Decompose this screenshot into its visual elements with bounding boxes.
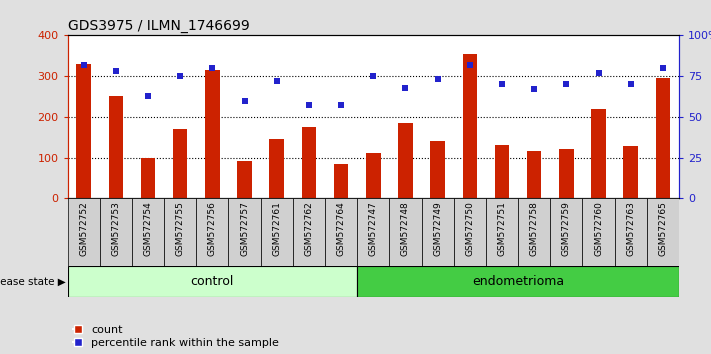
Text: GSM572758: GSM572758 — [530, 202, 539, 257]
Text: GDS3975 / ILMN_1746699: GDS3975 / ILMN_1746699 — [68, 19, 250, 33]
FancyBboxPatch shape — [454, 198, 486, 266]
Point — [271, 78, 282, 84]
Bar — [430, 141, 445, 198]
Bar — [398, 123, 412, 198]
Point — [432, 76, 444, 82]
Point — [142, 93, 154, 98]
FancyBboxPatch shape — [132, 198, 164, 266]
Bar — [495, 145, 509, 198]
Point — [110, 68, 122, 74]
Text: GSM572764: GSM572764 — [336, 202, 346, 256]
Bar — [334, 164, 348, 198]
Text: GSM572753: GSM572753 — [112, 202, 120, 257]
Text: endometrioma: endometrioma — [472, 275, 564, 288]
Bar — [141, 158, 155, 198]
Text: GSM572765: GSM572765 — [658, 202, 668, 257]
Text: GSM572757: GSM572757 — [240, 202, 249, 257]
Point — [625, 81, 636, 87]
Text: GSM572748: GSM572748 — [401, 202, 410, 256]
Point — [336, 103, 347, 108]
FancyBboxPatch shape — [422, 198, 454, 266]
Point — [174, 73, 186, 79]
Text: GSM572761: GSM572761 — [272, 202, 282, 257]
FancyBboxPatch shape — [357, 266, 679, 297]
Bar — [527, 152, 542, 198]
Text: GSM572749: GSM572749 — [433, 202, 442, 256]
Point — [561, 81, 572, 87]
Point — [303, 103, 314, 108]
Text: GSM572751: GSM572751 — [498, 202, 506, 257]
Text: GSM572750: GSM572750 — [465, 202, 474, 257]
Bar — [366, 153, 380, 198]
FancyBboxPatch shape — [325, 198, 357, 266]
FancyBboxPatch shape — [390, 198, 422, 266]
Bar — [592, 109, 606, 198]
Text: GSM572759: GSM572759 — [562, 202, 571, 257]
FancyBboxPatch shape — [100, 198, 132, 266]
FancyBboxPatch shape — [486, 198, 518, 266]
FancyBboxPatch shape — [550, 198, 582, 266]
Bar — [559, 149, 574, 198]
FancyBboxPatch shape — [68, 198, 100, 266]
Bar — [109, 96, 123, 198]
Text: disease state ▶: disease state ▶ — [0, 276, 66, 286]
Text: GSM572763: GSM572763 — [626, 202, 635, 257]
FancyBboxPatch shape — [518, 198, 550, 266]
Point — [657, 65, 668, 71]
FancyBboxPatch shape — [293, 198, 325, 266]
Point — [496, 81, 508, 87]
Text: GSM572747: GSM572747 — [369, 202, 378, 256]
FancyBboxPatch shape — [164, 198, 196, 266]
Bar — [301, 127, 316, 198]
FancyBboxPatch shape — [357, 198, 390, 266]
Bar — [237, 161, 252, 198]
Text: control: control — [191, 275, 234, 288]
Bar — [205, 70, 220, 198]
Point — [464, 62, 476, 68]
FancyBboxPatch shape — [582, 198, 614, 266]
Point — [528, 86, 540, 92]
Text: GSM572752: GSM572752 — [79, 202, 88, 256]
FancyBboxPatch shape — [614, 198, 647, 266]
FancyBboxPatch shape — [261, 198, 293, 266]
Text: GSM572755: GSM572755 — [176, 202, 185, 257]
Bar — [269, 139, 284, 198]
FancyBboxPatch shape — [196, 198, 228, 266]
Point — [593, 70, 604, 76]
Point — [239, 98, 250, 103]
Text: GSM572760: GSM572760 — [594, 202, 603, 257]
FancyBboxPatch shape — [68, 266, 357, 297]
Legend: count, percentile rank within the sample: count, percentile rank within the sample — [73, 325, 279, 348]
Point — [368, 73, 379, 79]
Bar — [463, 54, 477, 198]
Point — [207, 65, 218, 71]
Point — [400, 85, 411, 90]
Bar — [624, 146, 638, 198]
Bar — [173, 129, 188, 198]
Point — [78, 62, 90, 68]
Bar — [76, 64, 91, 198]
Text: GSM572756: GSM572756 — [208, 202, 217, 257]
Text: GSM572762: GSM572762 — [304, 202, 314, 256]
Bar — [656, 78, 670, 198]
FancyBboxPatch shape — [647, 198, 679, 266]
FancyBboxPatch shape — [228, 198, 261, 266]
Text: GSM572754: GSM572754 — [144, 202, 152, 256]
